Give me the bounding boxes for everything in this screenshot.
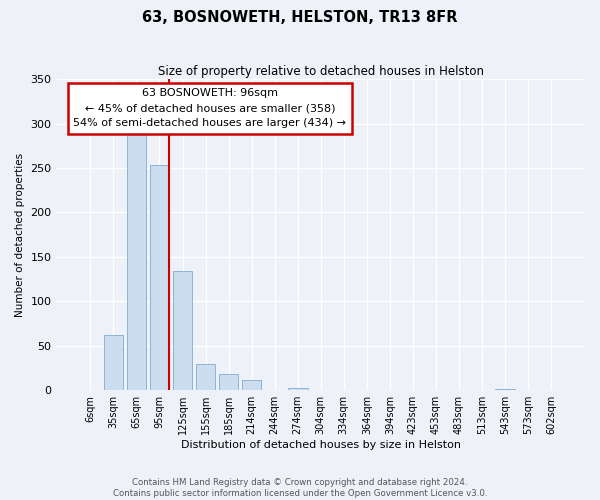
Bar bbox=[196, 364, 215, 390]
Bar bbox=[127, 132, 146, 390]
Bar bbox=[104, 335, 123, 390]
Bar bbox=[242, 380, 262, 390]
Bar bbox=[288, 388, 308, 390]
Text: 63 BOSNOWETH: 96sqm
← 45% of detached houses are smaller (358)
54% of semi-detac: 63 BOSNOWETH: 96sqm ← 45% of detached ho… bbox=[73, 88, 346, 128]
X-axis label: Distribution of detached houses by size in Helston: Distribution of detached houses by size … bbox=[181, 440, 461, 450]
Bar bbox=[149, 166, 169, 390]
Y-axis label: Number of detached properties: Number of detached properties bbox=[15, 152, 25, 317]
Text: 63, BOSNOWETH, HELSTON, TR13 8FR: 63, BOSNOWETH, HELSTON, TR13 8FR bbox=[142, 10, 458, 25]
Bar bbox=[173, 271, 193, 390]
Title: Size of property relative to detached houses in Helston: Size of property relative to detached ho… bbox=[158, 65, 484, 78]
Text: Contains HM Land Registry data © Crown copyright and database right 2024.
Contai: Contains HM Land Registry data © Crown c… bbox=[113, 478, 487, 498]
Bar bbox=[219, 374, 238, 390]
